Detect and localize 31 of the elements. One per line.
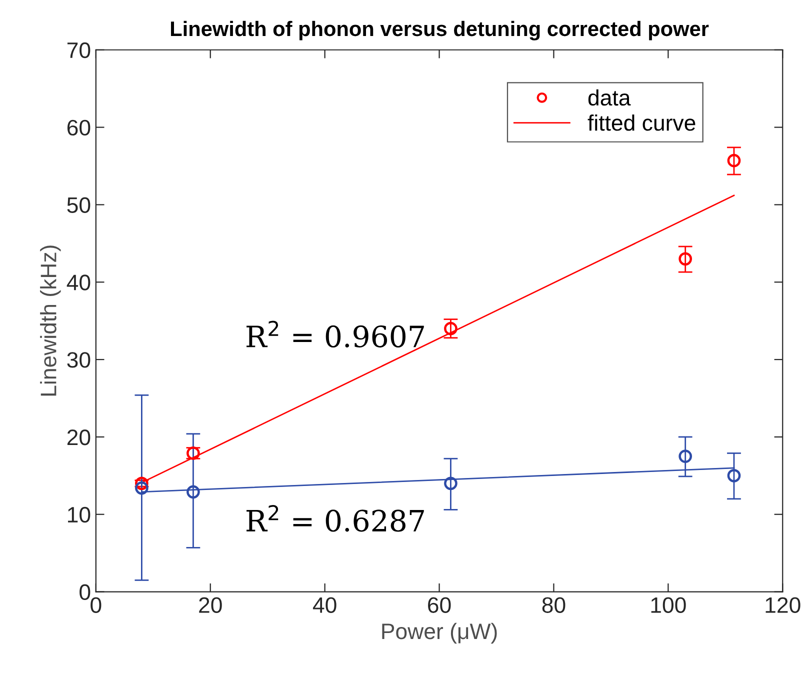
point <box>186 485 200 499</box>
x-tick-label: 100 <box>651 597 686 613</box>
annotation: R$^{2}$ = 0.6287 <box>246 505 424 532</box>
y-tick-label: 0 <box>80 584 90 600</box>
x-tick-label: 80 <box>542 597 566 613</box>
y-tick-label: 30 <box>67 352 90 368</box>
y-tick-label: 70 <box>67 42 90 58</box>
point <box>444 322 458 336</box>
legend-label: data <box>588 89 631 106</box>
x-tick-label: 0 <box>90 597 102 613</box>
point <box>678 252 692 266</box>
x-tick-label: 20 <box>199 597 222 613</box>
y-tick-label: 40 <box>66 274 90 290</box>
x-tick-label: 40 <box>312 597 336 613</box>
legend-label: fitted curve <box>588 114 696 131</box>
point <box>135 476 148 490</box>
y-axis-title: Linewidth (kHz) <box>40 246 61 396</box>
point <box>678 450 692 463</box>
point <box>444 476 458 490</box>
point <box>727 154 741 168</box>
x-tick-label: 120 <box>766 597 800 613</box>
annotation: R$^{2}$ = 0.9607 <box>246 320 424 348</box>
chart-title: Linewidth of phonon versus detuning corrected power <box>170 20 709 40</box>
point <box>135 481 148 495</box>
point <box>727 468 741 482</box>
y-tick-label: 20 <box>67 429 90 446</box>
x-axis-title: Power (μW) <box>382 622 497 644</box>
y-tick-label: 60 <box>67 120 90 136</box>
x-tick-label: 60 <box>428 597 451 613</box>
y-tick-label: 10 <box>68 506 90 523</box>
y-tick-label: 50 <box>67 197 90 213</box>
